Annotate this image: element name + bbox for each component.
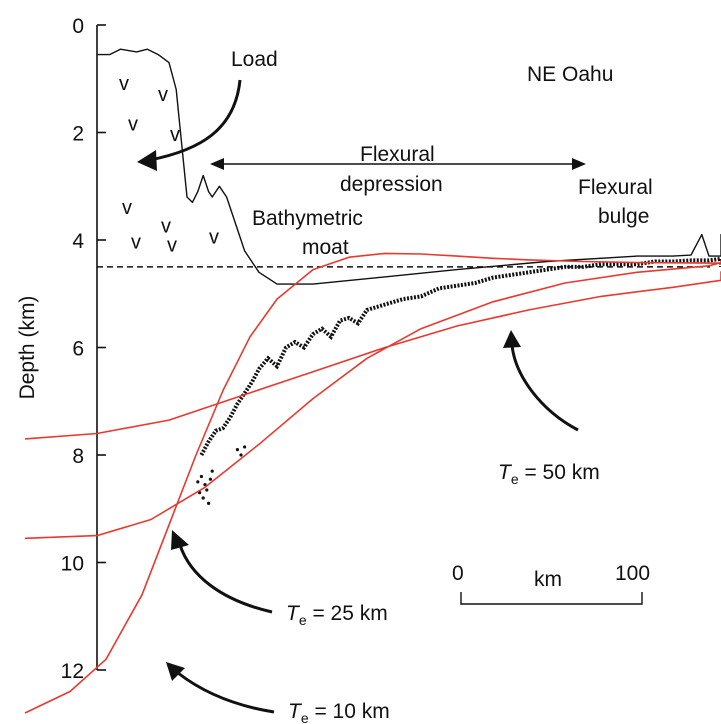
y-tick-label-8: 8 [72,445,84,468]
te-25-arrow [178,544,273,614]
model-curve-te-50 [24,271,721,440]
volcanic-v-marker: v [209,226,219,248]
seismic-point [243,445,247,449]
model-curve-te-25 [24,260,721,540]
model-curves-layer [24,252,721,714]
y-tick-label-12: 12 [61,660,84,683]
volcanic-v-marker: v [161,216,171,238]
scale-bar-line [460,592,643,605]
load-label: Load [231,48,278,71]
load-arrow [149,79,242,162]
scale-bar-start-label: 0 [452,562,464,585]
te-10-label: Te = 10 km [288,700,390,724]
seismic-point [239,453,243,457]
bathymetry-profile [97,48,721,285]
seismic-depth-trace [199,256,721,456]
flexural-depression-label-line1: Flexural [360,143,435,166]
volcanic-v-marker: v [122,197,132,219]
volcanic-v-marker: v [167,234,177,256]
y-tick-label-2: 2 [72,123,84,146]
volcanic-markers: v vv vvv vv v [119,73,219,256]
volcanic-v-marker: v [131,232,141,254]
flexural-depression-label-line2: depression [340,173,443,196]
svg-text:Te = 25 km: Te = 25 km [286,602,388,628]
y-tick-label-10: 10 [61,553,84,576]
seismic-point [201,496,205,500]
volcanic-v-marker: v [128,113,138,135]
te-50-label: Te = 50 km [498,461,600,487]
y-tick-label-6: 6 [72,338,84,361]
bathymetry-layer [97,48,721,285]
svg-text:Te = 50 km: Te = 50 km [498,461,600,487]
region-label: NE Oahu [527,63,613,86]
volcanic-v-marker: v [170,124,180,146]
seismic-point [196,480,200,484]
te-10-arrow-head [166,662,185,681]
flexural-bulge-label-line1: Flexural [578,176,653,199]
flexural-depression-arrow-left-head [210,158,224,170]
seismic-point [205,488,209,492]
seismic-point [203,482,207,487]
y-tick-label-4: 4 [72,230,84,253]
scale-bar-end-label: 100 [615,562,650,585]
bathymetric-moat-label-line2: moat [302,236,349,259]
te-50-arrow-head [503,330,521,348]
seismic-point [208,477,212,481]
seismic-data-layer [196,256,721,505]
scale-bar: 0 km 100 [452,562,650,605]
te-25-label: Te = 25 km [286,602,388,628]
volcanic-v-marker: v [158,84,168,106]
bathymetric-moat-label-line1: Bathymetric [252,207,363,230]
y-axis: 0 2 4 6 8 10 12 [61,15,106,683]
te-50-arrow [510,344,579,432]
volcanic-v-marker: v [119,73,129,95]
te-10-arrow [177,671,275,714]
te-25-arrow-head [171,530,189,550]
load-arrow-head [137,150,157,171]
y-tick-label-0: 0 [72,15,84,38]
seismic-point [207,501,211,505]
seismic-point [199,474,203,479]
flexural-bulge-label-line2: bulge [598,205,649,228]
svg-text:Te = 10 km: Te = 10 km [288,700,390,724]
model-curve-te-10 [24,252,721,714]
flexural-depression-arrow-right-head [572,158,586,170]
y-axis-title: Depth (km) [16,296,39,400]
seismic-point [235,448,239,452]
seismic-point [210,469,214,473]
scale-bar-unit-label: km [534,568,562,591]
